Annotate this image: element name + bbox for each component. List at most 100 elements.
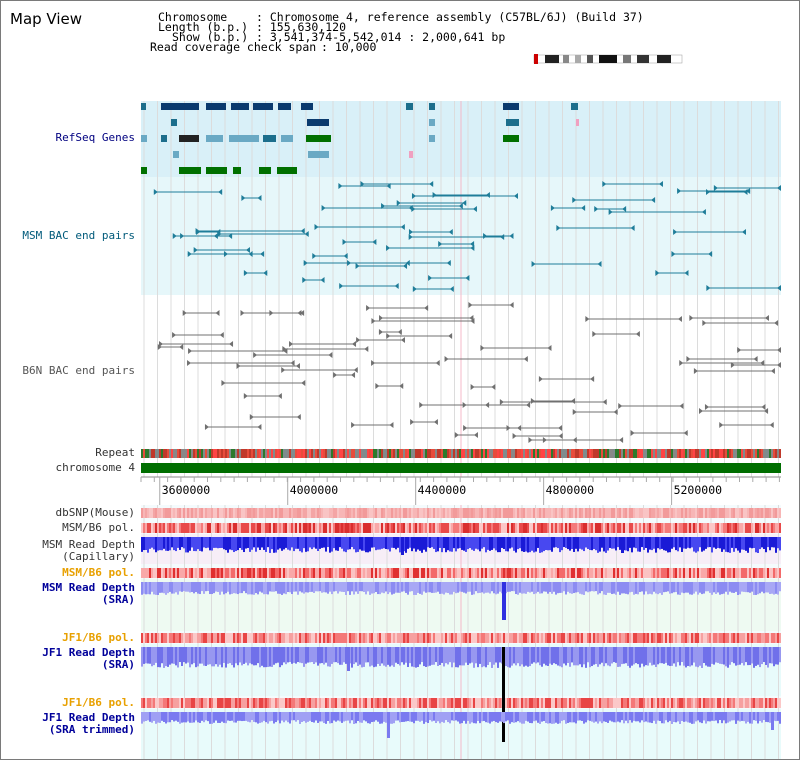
dbsnp-mark	[249, 508, 251, 518]
b6n-bac-end	[419, 402, 423, 408]
msm-cap-depth	[395, 537, 397, 549]
jf1-pol2-mark	[709, 698, 711, 708]
b6n-bac-end	[761, 404, 765, 410]
msm-cap-depth	[525, 537, 527, 551]
msm-pol2-mark	[359, 568, 361, 578]
jf1-sra-depth	[761, 647, 763, 664]
jf1-sra-depth	[337, 647, 339, 663]
jf1-pol2-mark	[553, 698, 555, 708]
msm-pol-mark	[241, 523, 243, 533]
repeat-mark	[737, 449, 739, 458]
jf1-pol2-mark	[545, 698, 547, 708]
msm-sra-depth	[249, 582, 251, 594]
jf1-sra-depth	[389, 647, 391, 667]
jf1-pol-mark	[641, 633, 643, 643]
jf1-pol-mark	[491, 633, 493, 643]
jf1-sra-depth	[283, 647, 285, 662]
msm-sra-depth	[675, 582, 677, 592]
jf1-trim-depth	[753, 712, 755, 720]
b6n-bac-end	[547, 345, 551, 351]
dbsnp-mark	[309, 508, 311, 518]
msm-cap-depth	[707, 537, 709, 547]
dbsnp-mark	[659, 508, 661, 518]
msm-pol2-mark	[527, 568, 529, 578]
msm-pol2-mark	[353, 568, 355, 578]
msm-pol-mark	[733, 523, 735, 533]
msm-cap-depth	[551, 537, 553, 552]
msm-sra-depth	[625, 582, 627, 594]
dbsnp-mark	[709, 508, 711, 518]
msm-pol-mark	[293, 523, 295, 533]
msm-cap-depth	[313, 537, 315, 547]
jf1-sra-depth	[229, 647, 231, 663]
msm-pol2-mark	[427, 568, 429, 578]
msm-pol2-mark	[645, 568, 647, 578]
msm-sra-depth	[731, 582, 733, 593]
msm-pol-mark	[341, 523, 343, 533]
jf1-pol-mark	[613, 633, 615, 643]
msm-cap-depth	[435, 537, 437, 552]
repeat-mark	[707, 449, 709, 458]
msm-pol-mark	[353, 523, 355, 533]
msm-cap-depth	[535, 537, 537, 552]
jf1-pol2-mark	[421, 698, 423, 708]
msm-sra-depth	[683, 582, 685, 593]
dbsnp-mark	[643, 508, 645, 518]
jf1-sra-depth	[185, 647, 187, 664]
dbsnp-mark	[407, 508, 409, 518]
jf1-pol2-mark	[671, 698, 673, 708]
msm-cap-depth	[649, 537, 651, 550]
msm-cap-depth	[607, 537, 609, 550]
dbsnp-mark	[369, 508, 371, 518]
msm-pol2-mark	[303, 568, 305, 578]
jf1-pol-mark	[687, 633, 689, 643]
msm-cap-depth	[477, 537, 479, 549]
msm-cap-depth	[471, 537, 473, 550]
msm-sra-depth	[705, 582, 707, 591]
msm-pol2-mark	[331, 568, 333, 578]
msm-pol-mark	[395, 523, 397, 533]
msm-cap-depth	[519, 537, 521, 548]
msm-sra-depth	[255, 582, 257, 593]
msm-cap-depth	[421, 537, 423, 553]
jf1-pol-mark	[541, 633, 543, 643]
jf1-pol-mark	[367, 633, 369, 643]
jf1-pol-mark	[635, 633, 637, 643]
msm-pol2-mark	[181, 568, 183, 578]
jf1-pol-mark	[407, 633, 409, 643]
jf1-trim-depth	[629, 712, 631, 720]
repeat-mark	[169, 449, 171, 458]
msm-pol-mark	[301, 523, 303, 533]
repeat-mark	[641, 449, 643, 458]
msm-cap-depth	[327, 537, 329, 547]
msm-pol-mark	[331, 523, 333, 533]
msm-pol-mark	[503, 523, 505, 533]
msm-pol-mark	[171, 523, 173, 533]
repeat-mark	[553, 449, 555, 458]
dbsnp-mark	[615, 508, 617, 518]
dbsnp-mark	[199, 508, 201, 518]
repeat-mark	[409, 449, 411, 458]
msm-cap-depth	[695, 537, 697, 553]
msm-pol2-mark	[707, 568, 709, 578]
repeat-mark	[593, 449, 595, 458]
jf1-pol-mark	[247, 633, 249, 643]
jf1-pol2-mark	[283, 698, 285, 708]
dbsnp-mark	[373, 508, 375, 518]
jf1-pol2-mark	[299, 698, 301, 708]
msm-pol-mark	[251, 523, 253, 533]
jf1-pol-mark	[437, 633, 439, 643]
msm-pol-mark	[245, 523, 247, 533]
dbsnp-mark	[233, 508, 235, 518]
msm-sra-depth	[357, 582, 359, 594]
msm-cap-depth	[353, 537, 355, 549]
jf1-pol-mark	[201, 633, 203, 643]
msm-pol-mark	[339, 523, 341, 533]
dbsnp-mark	[171, 508, 173, 518]
jf1-sra-depth	[435, 647, 437, 662]
jf1-pol2-mark	[779, 698, 781, 708]
jf1-pol-mark	[233, 633, 235, 643]
msm-pol2-mark	[775, 568, 777, 578]
dbsnp-mark	[533, 508, 535, 518]
